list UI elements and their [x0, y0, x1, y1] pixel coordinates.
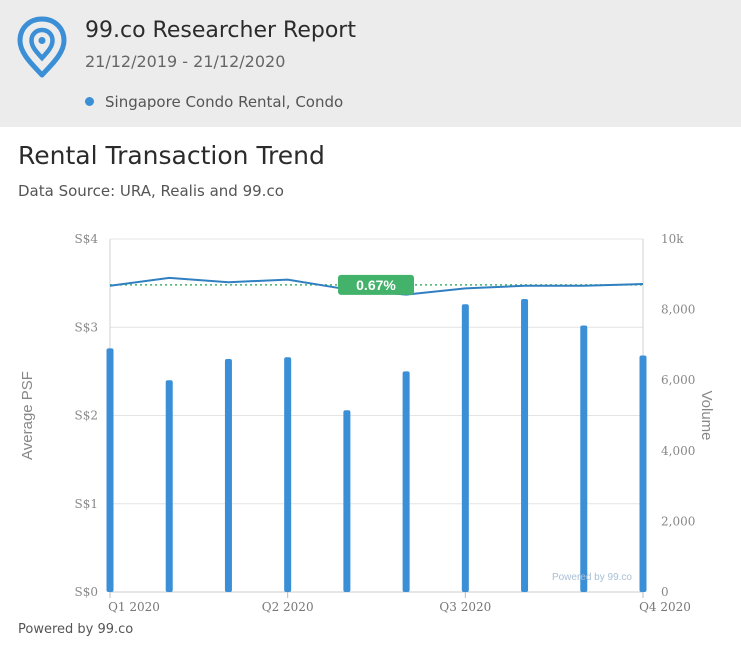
right-axis-tick-label: 8,000	[661, 303, 695, 317]
left-axis-tick-label: S$3	[75, 320, 99, 334]
chart-subtitle: Data Source: URA, Realis and 99.co	[18, 182, 284, 200]
left-axis-tick-label: S$4	[75, 232, 99, 246]
report-title: 99.co Researcher Report	[85, 18, 356, 43]
left-axis-tick-label: S$0	[75, 585, 99, 599]
x-axis-tick-label: Q4 2020	[639, 600, 691, 614]
powered-by-footer: Powered by 99.co	[18, 622, 134, 637]
volume-bar	[639, 355, 647, 592]
right-axis-tick-label: 0	[661, 585, 669, 599]
volume-bar	[461, 304, 469, 592]
volume-bar	[165, 380, 173, 592]
series-legend-label: Singapore Condo Rental, Condo	[105, 93, 344, 111]
volume-bar	[106, 348, 114, 592]
right-axis-title: Volume	[698, 390, 715, 440]
volume-bar	[402, 371, 410, 592]
chart-watermark: Powered by 99.co	[552, 572, 632, 583]
left-axis-tick-label: S$2	[75, 409, 99, 423]
report-header: 99.co Researcher Report 21/12/2019 - 21/…	[0, 0, 741, 127]
volume-bar	[284, 357, 292, 592]
chart-title: Rental Transaction Trend	[18, 141, 325, 170]
left-axis-tick-label: S$1	[75, 497, 99, 511]
right-axis-tick-label: 4,000	[661, 444, 695, 458]
right-axis-tick-label: 2,000	[661, 514, 695, 528]
volume-bar	[580, 325, 588, 592]
change-badge	[338, 274, 414, 295]
rental-trend-chart: S$0 S$1 S$2 S$3 S$4 0 2,000 4,000 6,000 8,000 10k A…	[19, 232, 715, 614]
volume-bar	[521, 299, 529, 592]
location-pin-icon	[17, 16, 67, 78]
series-legend-dot	[85, 97, 94, 106]
x-axis-tick-label: Q2 2020	[262, 600, 314, 614]
volume-bar	[343, 410, 351, 592]
left-axis-title: Average PSF	[19, 371, 36, 460]
x-axis-tick-label: Q1 2020	[108, 600, 160, 614]
volume-bar	[224, 359, 232, 592]
report-date-range: 21/12/2019 - 21/12/2020	[85, 52, 286, 71]
right-axis-tick-label: 10k	[661, 232, 684, 246]
right-axis-tick-label: 6,000	[661, 373, 695, 387]
x-axis-tick-label: Q3 2020	[439, 600, 491, 614]
change-badge-label: 0.67%	[356, 277, 396, 293]
